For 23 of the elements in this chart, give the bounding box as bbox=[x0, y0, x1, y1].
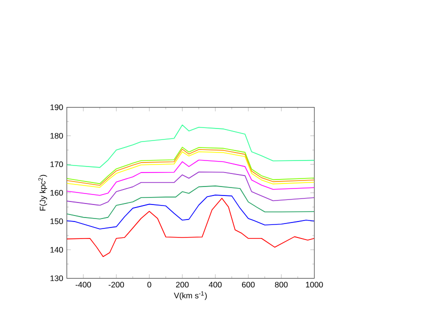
y-tick-label: 130 bbox=[50, 275, 63, 282]
line-series bbox=[66, 198, 314, 258]
y-tick-label: 170 bbox=[50, 161, 63, 168]
x-tick-label: -200 bbox=[108, 282, 124, 288]
line-series bbox=[66, 172, 314, 206]
x-tick-label: 600 bbox=[242, 282, 255, 288]
y-tick-label: 190 bbox=[50, 104, 63, 110]
x-axis-title: V(km s$^{-1}$) bbox=[174, 291, 207, 300]
y-tick-label: 140 bbox=[50, 246, 63, 253]
x-tick-label: 0 bbox=[147, 282, 152, 288]
x-tick-label: -400 bbox=[76, 282, 91, 288]
x-tick-label: 1000 bbox=[306, 282, 323, 288]
y-axis-title: F(Jy kpc$^{2}$) bbox=[38, 174, 48, 210]
y-tick-label: 180 bbox=[50, 132, 63, 139]
line-series bbox=[66, 186, 314, 220]
x-tick-label: 400 bbox=[208, 282, 222, 288]
line-series bbox=[66, 160, 314, 196]
y-tick-label: 150 bbox=[50, 218, 63, 224]
x-tick-label: 800 bbox=[274, 282, 288, 288]
x-tick-label: 200 bbox=[176, 282, 189, 288]
line-series bbox=[66, 194, 314, 230]
line-series bbox=[66, 124, 314, 168]
y-tick-label: 160 bbox=[50, 190, 63, 196]
